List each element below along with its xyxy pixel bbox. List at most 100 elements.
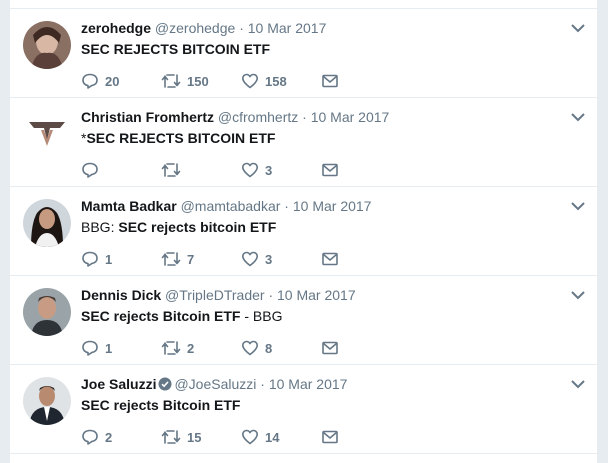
tweet-date[interactable]: 10 Mar 2017 — [277, 287, 356, 303]
retweet-button[interactable]: 150 — [161, 72, 241, 90]
tweet-date[interactable]: 10 Mar 2017 — [310, 109, 390, 125]
reply-button[interactable]: 2 — [81, 428, 161, 446]
direct-message-button[interactable] — [321, 429, 339, 445]
tweet-item[interactable]: Dennis Dick @TripleDTrader · 10 Mar 2017… — [10, 276, 597, 365]
retweet-button[interactable] — [161, 161, 241, 179]
author-handle[interactable]: @TripleDTrader — [165, 287, 265, 303]
heart-icon — [242, 251, 258, 267]
avatar-mamtabadkar[interactable] — [23, 199, 71, 247]
reply-icon — [82, 73, 98, 89]
chevron-down-icon[interactable] — [571, 290, 585, 300]
like-button[interactable]: 3 — [241, 161, 321, 179]
author-name[interactable]: Mamta Badkar — [81, 198, 177, 214]
tweet-header: Joe Saluzzi @JoeSaluzzi · 10 Mar 2017 — [81, 376, 347, 392]
tweet-text-bold: SEC rejects Bitcoin ETF — [81, 308, 241, 324]
chevron-down-icon[interactable] — [571, 201, 585, 211]
direct-message-button[interactable] — [321, 340, 339, 356]
reply-button[interactable]: 1 — [81, 339, 161, 357]
like-button[interactable]: 14 — [241, 428, 321, 446]
tweet-text-suffix: - BBG — [240, 308, 283, 324]
retweet-button[interactable]: 15 — [161, 428, 241, 446]
avatar-cfromhertz[interactable] — [23, 110, 71, 158]
reply-button[interactable] — [81, 161, 161, 179]
tweet-actions: 2 15 14 — [81, 427, 339, 447]
author-handle[interactable]: @zerohedge — [154, 20, 236, 36]
tweet-item[interactable]: Joe Saluzzi @JoeSaluzzi · 10 Mar 2017 SEC… — [10, 365, 597, 454]
author-handle[interactable]: @cfromhertz — [217, 109, 299, 125]
chevron-down-icon[interactable] — [571, 112, 585, 122]
tweet-date[interactable]: 10 Mar 2017 — [268, 376, 348, 392]
tweet-actions: 1 7 3 — [81, 249, 339, 269]
avatar-zerohedge[interactable] — [23, 21, 71, 69]
retweet-button[interactable]: 7 — [161, 250, 241, 268]
author-name[interactable]: Christian Fromhertz — [81, 109, 215, 125]
retweet-count: 150 — [187, 73, 209, 89]
tweet-date[interactable]: 10 Mar 2017 — [292, 198, 372, 214]
like-button[interactable]: 158 — [241, 72, 321, 90]
like-button[interactable]: 8 — [241, 339, 321, 357]
tweet-text-bold: SEC REJECTS BITCOIN ETF — [86, 130, 276, 146]
chevron-down-icon[interactable] — [571, 23, 585, 33]
tweet-header: Christian Fromhertz @cfromhertz · 10 Mar… — [81, 109, 389, 125]
reply-icon — [82, 340, 98, 356]
tweet-actions: 3 — [81, 160, 339, 180]
tweet-item[interactable]: zerohedge @zerohedge · 10 Mar 2017 SEC R… — [10, 9, 597, 98]
direct-message-button[interactable] — [321, 73, 339, 89]
reply-button[interactable]: 1 — [81, 250, 161, 268]
reply-count: 1 — [105, 340, 113, 356]
envelope-icon — [322, 341, 338, 355]
heart-icon — [242, 429, 258, 445]
tweet-item[interactable]: Mamta Badkar @mamtabadkar · 10 Mar 2017 … — [10, 187, 597, 276]
retweet-icon — [161, 74, 181, 88]
tweet-text: SEC REJECTS BITCOIN ETF — [81, 41, 270, 57]
like-button[interactable]: 3 — [241, 250, 321, 268]
heart-icon — [242, 340, 258, 356]
reply-count: 20 — [105, 73, 120, 89]
tweet-text-prefix: BBG: — [81, 219, 119, 235]
separator-dot: · — [284, 198, 289, 214]
reply-icon — [82, 162, 98, 178]
verified-badge-icon — [158, 377, 172, 391]
retweet-icon — [161, 252, 181, 266]
envelope-icon — [322, 163, 338, 177]
tweet-text: SEC rejects Bitcoin ETF - BBG — [81, 308, 283, 324]
author-name[interactable]: Dennis Dick — [81, 287, 162, 303]
envelope-icon — [322, 252, 338, 266]
like-count: 158 — [265, 73, 287, 89]
author-handle[interactable]: @mamtabadkar — [180, 198, 281, 214]
tweet-header: Mamta Badkar @mamtabadkar · 10 Mar 2017 — [81, 198, 371, 214]
separator-dot: · — [268, 287, 274, 303]
tweet-timeline: zerohedge @zerohedge · 10 Mar 2017 SEC R… — [10, 0, 597, 463]
tweet-header: zerohedge @zerohedge · 10 Mar 2017 — [81, 20, 326, 36]
tweet-item[interactable]: Christian Fromhertz @cfromhertz · 10 Mar… — [10, 98, 597, 187]
like-count: 3 — [265, 251, 273, 267]
tweet-text-bold: SEC REJECTS BITCOIN ETF — [81, 41, 271, 57]
avatar-joesaluzzi[interactable] — [23, 377, 71, 425]
tweet-text: *SEC REJECTS BITCOIN ETF — [81, 130, 275, 146]
retweet-count: 15 — [187, 429, 202, 445]
tweet-text: SEC rejects Bitcoin ETF — [81, 397, 240, 413]
reply-count: 1 — [105, 251, 113, 267]
tweet-text-prefix: * — [81, 130, 87, 146]
direct-message-button[interactable] — [321, 162, 339, 178]
tweet-text-bold: SEC rejects bitcoin ETF — [118, 219, 277, 235]
direct-message-button[interactable] — [321, 251, 339, 267]
tweet-actions: 1 2 8 — [81, 338, 339, 358]
heart-icon — [242, 73, 258, 89]
like-count: 3 — [265, 162, 273, 178]
tweet-date[interactable]: 10 Mar 2017 — [247, 20, 327, 36]
reply-button[interactable]: 20 — [81, 72, 161, 90]
retweet-count: 7 — [187, 251, 195, 267]
avatar-tripledtrader[interactable] — [23, 288, 71, 336]
author-handle[interactable]: @JoeSaluzzi — [174, 376, 257, 392]
retweet-button[interactable]: 2 — [161, 339, 241, 357]
separator-dot: · — [260, 376, 265, 392]
like-count: 14 — [265, 429, 280, 445]
chevron-down-icon[interactable] — [571, 379, 585, 389]
retweet-icon — [161, 163, 181, 177]
author-name[interactable]: Joe Saluzzi — [81, 376, 157, 392]
tweet-header: Dennis Dick @TripleDTrader · 10 Mar 2017 — [81, 287, 356, 303]
author-name[interactable]: zerohedge — [81, 20, 152, 36]
heart-icon — [242, 162, 258, 178]
retweet-icon — [161, 341, 181, 355]
